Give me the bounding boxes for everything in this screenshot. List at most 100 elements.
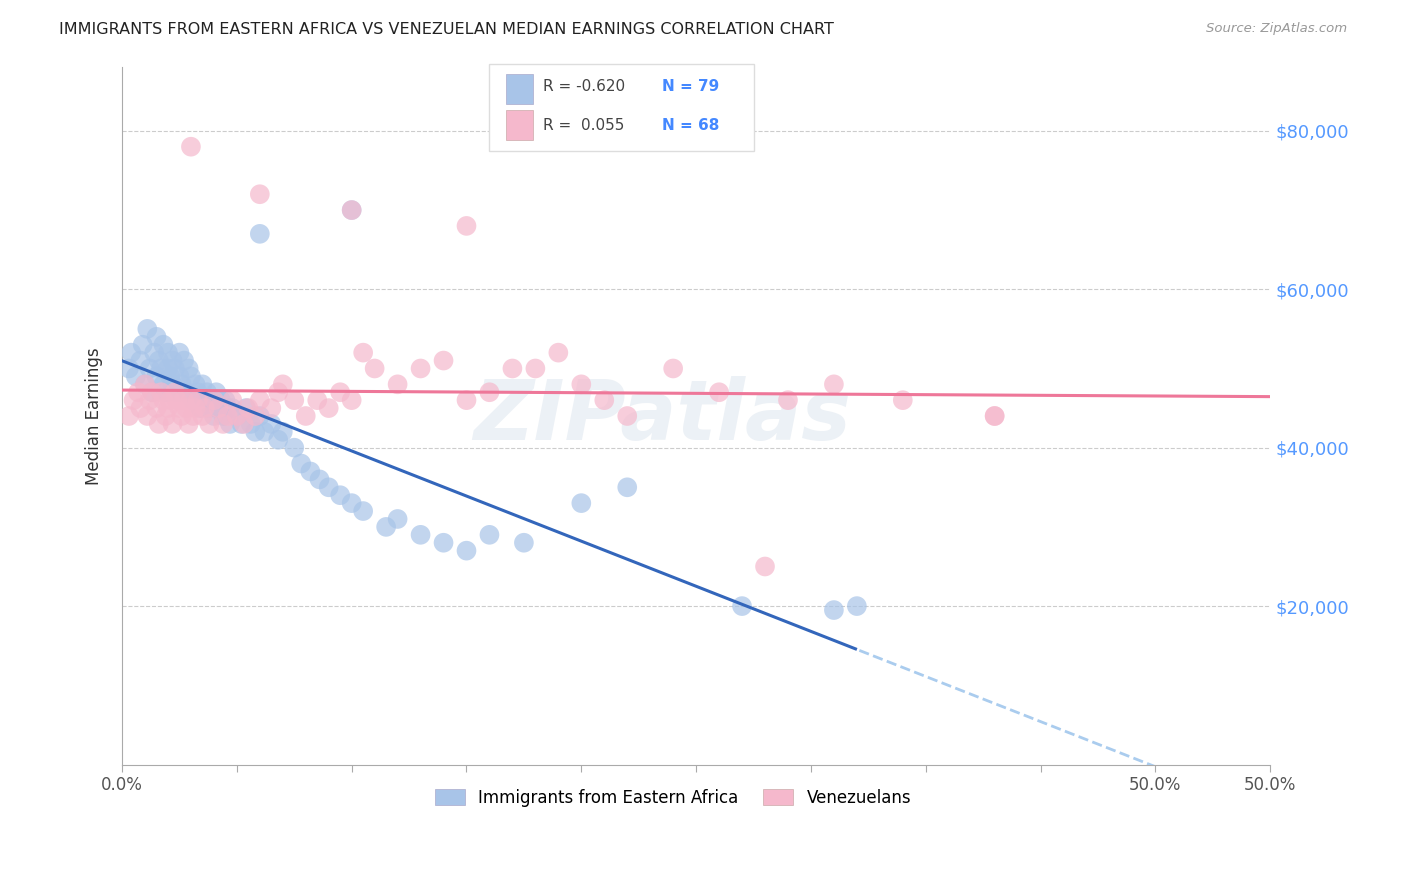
Point — [191, 377, 214, 392]
Point — [184, 401, 207, 415]
Point — [245, 425, 267, 439]
Point — [156, 361, 179, 376]
Point — [176, 401, 198, 415]
Point — [207, 401, 229, 415]
Point — [162, 377, 184, 392]
Point — [205, 385, 228, 400]
Point — [191, 409, 214, 423]
Point — [187, 393, 209, 408]
Point — [198, 401, 221, 415]
Text: IMMIGRANTS FROM EASTERN AFRICA VS VENEZUELAN MEDIAN EARNINGS CORRELATION CHART: IMMIGRANTS FROM EASTERN AFRICA VS VENEZU… — [59, 22, 834, 37]
Point — [225, 409, 247, 423]
Point — [134, 377, 156, 392]
Point — [129, 401, 152, 415]
Point — [299, 465, 322, 479]
Point — [501, 361, 523, 376]
Point — [118, 409, 141, 423]
Point — [271, 377, 294, 392]
Point — [159, 369, 181, 384]
Point — [249, 187, 271, 202]
Point — [169, 345, 191, 359]
Point — [547, 345, 569, 359]
Point — [249, 227, 271, 241]
Point — [148, 353, 170, 368]
Point — [340, 496, 363, 510]
Point — [387, 512, 409, 526]
Point — [307, 393, 329, 408]
Point — [235, 401, 257, 415]
Point — [156, 345, 179, 359]
Point — [731, 599, 754, 613]
Point — [120, 345, 142, 359]
Point — [340, 203, 363, 218]
Point — [176, 385, 198, 400]
Point — [122, 393, 145, 408]
Point — [267, 385, 290, 400]
Point — [173, 353, 195, 368]
Text: R =  0.055: R = 0.055 — [544, 118, 624, 133]
Point — [134, 377, 156, 392]
Point — [150, 385, 173, 400]
Point — [231, 417, 253, 431]
Point — [207, 401, 229, 415]
Point — [260, 417, 283, 431]
Point — [143, 345, 166, 359]
Point — [253, 425, 276, 439]
Point — [616, 409, 638, 423]
Point — [283, 441, 305, 455]
Point — [209, 393, 232, 408]
Point — [163, 361, 186, 376]
Point — [294, 409, 316, 423]
Point — [387, 377, 409, 392]
Point — [456, 393, 478, 408]
Point — [187, 385, 209, 400]
Point — [845, 599, 868, 613]
Point — [181, 393, 204, 408]
Point — [155, 409, 177, 423]
Point — [125, 369, 148, 384]
Point — [145, 369, 167, 384]
Point — [166, 385, 188, 400]
Point — [271, 425, 294, 439]
Point — [180, 369, 202, 384]
Point — [375, 520, 398, 534]
Point — [823, 377, 845, 392]
Point — [163, 385, 186, 400]
Point — [478, 385, 501, 400]
Point — [177, 361, 200, 376]
Text: R = -0.620: R = -0.620 — [544, 79, 626, 95]
Point — [132, 337, 155, 351]
Point — [145, 330, 167, 344]
Point — [329, 488, 352, 502]
Point — [170, 409, 193, 423]
Point — [249, 393, 271, 408]
Point — [138, 361, 160, 376]
Point — [432, 535, 454, 549]
Point — [983, 409, 1005, 423]
Point — [329, 385, 352, 400]
Point — [195, 385, 218, 400]
Point — [212, 409, 235, 423]
Point — [180, 139, 202, 153]
Point — [983, 409, 1005, 423]
Point — [318, 401, 340, 415]
Point — [118, 361, 141, 376]
Point — [194, 401, 217, 415]
Point — [823, 603, 845, 617]
Point — [212, 417, 235, 431]
Point — [260, 401, 283, 415]
Point — [219, 417, 242, 431]
Point — [707, 385, 730, 400]
Point — [340, 203, 363, 218]
Point — [184, 377, 207, 392]
Point — [593, 393, 616, 408]
Point — [249, 409, 271, 423]
Point — [221, 393, 243, 408]
Point — [409, 528, 432, 542]
Point — [162, 353, 184, 368]
FancyBboxPatch shape — [506, 110, 533, 140]
Point — [138, 393, 160, 408]
Point — [162, 417, 184, 431]
Legend: Immigrants from Eastern Africa, Venezuelans: Immigrants from Eastern Africa, Venezuel… — [426, 780, 920, 815]
Point — [569, 496, 592, 510]
